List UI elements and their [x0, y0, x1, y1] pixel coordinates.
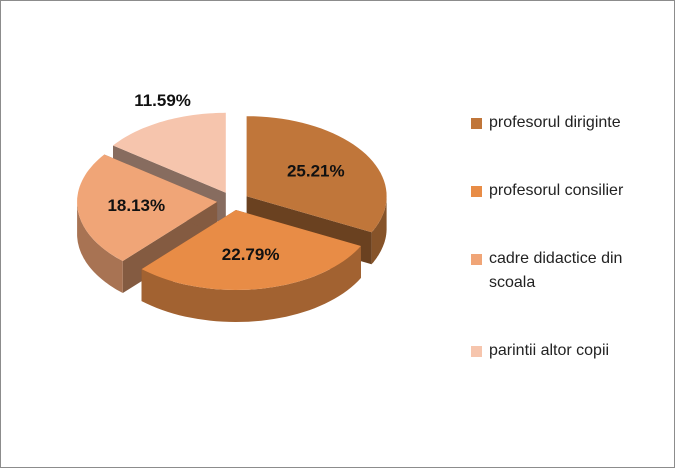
- pie-slice: [141, 210, 361, 290]
- legend-label: parintii altor copii: [489, 342, 610, 359]
- data-label: 11.59%: [134, 91, 191, 110]
- legend-label: cadre didactice din scoala: [489, 250, 623, 291]
- legend-swatch: [471, 254, 482, 265]
- legend-item: profesorul diriginte: [471, 111, 651, 135]
- data-label: 18.13%: [107, 196, 165, 215]
- pie-slice: [246, 116, 387, 233]
- pie-chart: 25.21% 22.79% 18.13% 11.59%: [77, 91, 387, 322]
- slice-side: [141, 246, 361, 322]
- legend-swatch: [471, 346, 482, 357]
- data-label: 25.21%: [287, 161, 345, 180]
- legend-label: profesorul diriginte: [489, 114, 621, 131]
- pie-slice: [113, 112, 226, 193]
- legend-label: profesorul consilier: [489, 182, 624, 199]
- pie-slice: [77, 154, 218, 261]
- legend-item: profesorul consilier: [471, 179, 651, 203]
- legend-item: parintii altor copii: [471, 339, 651, 363]
- legend-item: cadre didactice din scoala: [471, 247, 651, 295]
- slice-side: [77, 201, 123, 293]
- legend: profesorul diriginte profesorul consilier…: [471, 111, 651, 407]
- legend-swatch: [471, 118, 482, 129]
- legend-swatch: [471, 186, 482, 197]
- data-label: 22.79%: [222, 245, 280, 264]
- slice-side: [371, 196, 387, 265]
